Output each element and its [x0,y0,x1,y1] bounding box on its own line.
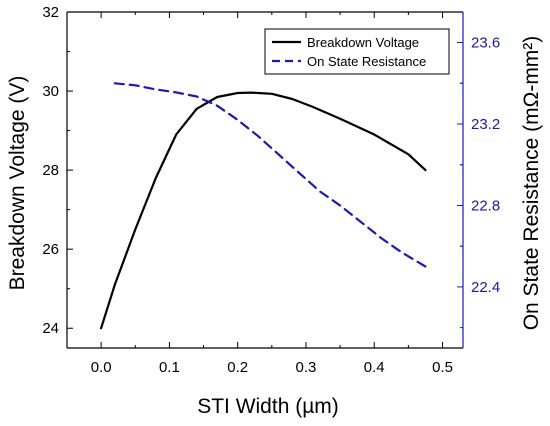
y-left-tick-label: 30 [42,83,59,100]
legend-box [264,28,450,75]
ticks-layer: 0.0 0.1 0.2 0.3 0.4 0.5 24 26 28 30 32 22.4 22.8 23.2… [42,4,500,376]
legend: Breakdown Voltage On State Resistance [264,28,450,75]
y-right-tick-label: 22.8 [471,197,500,214]
y-left-tick-label: 32 [42,4,59,21]
y-left-tick-label: 24 [42,320,59,337]
x-tick-label: 0.2 [227,359,248,376]
x-tick-label: 0.5 [432,359,453,376]
y-axis-left-label: Breakdown Voltage (V) [6,76,29,291]
series-line-breakdown-voltage [99,91,427,330]
y-right-tick-label: 23.2 [471,116,500,133]
series-layer [99,82,427,330]
y-left-tick-label: 26 [42,241,59,258]
legend-label-on-state-resistance: On State Resistance [307,54,426,69]
axes-layer [66,11,464,349]
y-right-tick-label: 22.4 [471,279,500,296]
y-left-tick-label: 28 [42,162,59,179]
y-axis-right-label: On State Resistance (mΩ-mm²) [520,36,543,331]
x-tick-label: 0.3 [296,359,317,376]
legend-label-breakdown-voltage: Breakdown Voltage [307,35,419,50]
series-line-on-state-resistance [113,82,427,268]
x-axis-label: STI Width (µm) [197,395,339,418]
x-tick-label: 0.0 [91,359,112,376]
x-tick-label: 0.1 [159,359,180,376]
y-right-tick-label: 23.6 [471,35,500,52]
x-tick-label: 0.4 [364,359,385,376]
